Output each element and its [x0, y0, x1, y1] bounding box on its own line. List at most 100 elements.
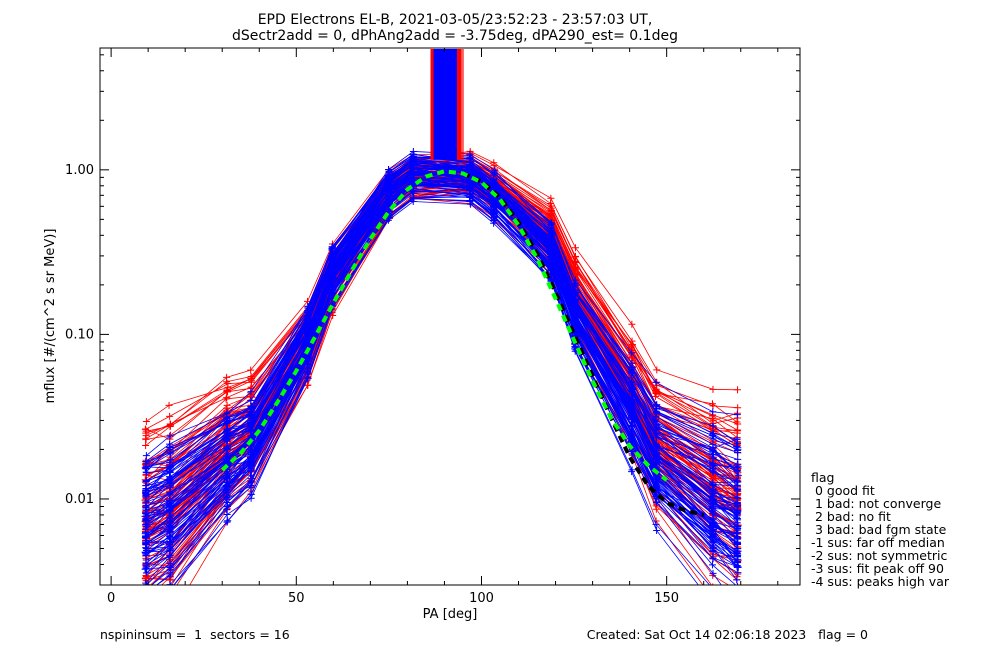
data-point — [166, 464, 174, 472]
data-point — [247, 454, 255, 462]
data-point — [733, 604, 740, 611]
y-tick-label: 1.00 — [65, 163, 94, 178]
data-point — [734, 472, 742, 480]
data-point — [570, 317, 578, 325]
data-point — [709, 522, 717, 530]
data-layer — [141, 147, 742, 622]
data-point — [547, 276, 555, 284]
spectrum-line — [145, 158, 738, 539]
data-point — [733, 485, 741, 493]
spectrum-line — [145, 172, 738, 549]
data-point — [628, 406, 636, 414]
data-point — [734, 446, 742, 454]
data-point — [709, 489, 717, 497]
data-point — [710, 500, 718, 508]
data-point — [165, 476, 173, 484]
data-point — [247, 404, 255, 412]
spectrum-line — [145, 171, 738, 562]
data-point — [142, 586, 149, 593]
data-point — [166, 615, 173, 622]
data-point — [733, 476, 741, 484]
data-point — [628, 341, 636, 349]
data-point — [465, 177, 473, 185]
data-point — [708, 527, 716, 535]
x-tick-label: 150 — [654, 591, 679, 606]
data-point — [166, 517, 174, 525]
data-point — [627, 413, 635, 421]
data-point — [223, 426, 231, 434]
data-point — [141, 529, 149, 537]
data-point — [410, 173, 418, 181]
spectrum-line — [145, 175, 738, 515]
data-point — [224, 517, 232, 525]
data-point — [548, 229, 556, 237]
data-point — [708, 561, 716, 569]
data-point — [303, 323, 311, 331]
data-point — [142, 589, 149, 596]
data-point — [222, 481, 230, 489]
data-point — [709, 554, 717, 562]
chart-subtitle: dSectr2add = 0, dPhAng2add = -3.75deg, d… — [232, 28, 678, 44]
spectrum-line — [146, 196, 738, 539]
legend-entry: -1 sus: far off median — [811, 535, 945, 550]
data-point — [142, 435, 150, 443]
data-point — [410, 195, 418, 203]
data-point — [143, 604, 150, 611]
data-point — [142, 536, 150, 544]
data-point — [733, 515, 741, 523]
spectrum-line — [151, 177, 738, 585]
data-point — [628, 422, 636, 430]
data-point — [708, 451, 716, 459]
x-axis-label: PA [deg] — [423, 607, 478, 622]
data-point — [708, 400, 716, 408]
data-point — [248, 408, 256, 416]
data-point — [628, 468, 636, 476]
data-point — [166, 412, 174, 420]
data-point — [143, 602, 150, 609]
data-point — [734, 522, 742, 530]
data-point — [628, 385, 636, 393]
data-point — [142, 547, 150, 555]
data-point — [628, 320, 636, 328]
data-point — [733, 467, 741, 475]
spectrum-line — [145, 173, 699, 585]
data-point — [328, 246, 336, 254]
data-point — [223, 506, 231, 514]
data-point — [142, 588, 149, 595]
data-point — [304, 308, 312, 316]
data-point — [223, 387, 231, 395]
data-point — [653, 366, 661, 374]
data-point — [652, 429, 660, 437]
data-point — [328, 257, 336, 265]
data-point — [571, 296, 579, 304]
data-point — [247, 374, 255, 382]
data-point — [709, 531, 717, 539]
plot-frame — [99, 47, 801, 586]
data-point — [222, 427, 230, 435]
spectrum-line — [145, 157, 738, 584]
data-point — [142, 608, 149, 615]
x-tick-label: 0 — [107, 591, 115, 606]
data-point — [247, 483, 255, 491]
data-point — [142, 477, 150, 485]
spectrum-line — [145, 176, 738, 525]
footer-left: nspininsum = 1 sectors = 16 — [100, 627, 290, 642]
data-point — [653, 441, 661, 449]
data-point — [571, 311, 579, 319]
data-point — [466, 179, 474, 187]
data-point — [247, 388, 255, 396]
data-point — [223, 470, 231, 478]
data-point — [734, 386, 742, 394]
data-point — [143, 590, 150, 597]
data-point — [709, 544, 717, 552]
data-point — [737, 583, 739, 585]
data-point — [223, 510, 231, 518]
data-point — [409, 155, 417, 163]
data-point — [652, 378, 660, 386]
data-point — [709, 569, 717, 577]
data-point — [652, 478, 660, 486]
data-point — [385, 214, 393, 222]
data-point — [166, 552, 174, 560]
data-point — [733, 435, 741, 443]
data-point — [142, 489, 150, 497]
